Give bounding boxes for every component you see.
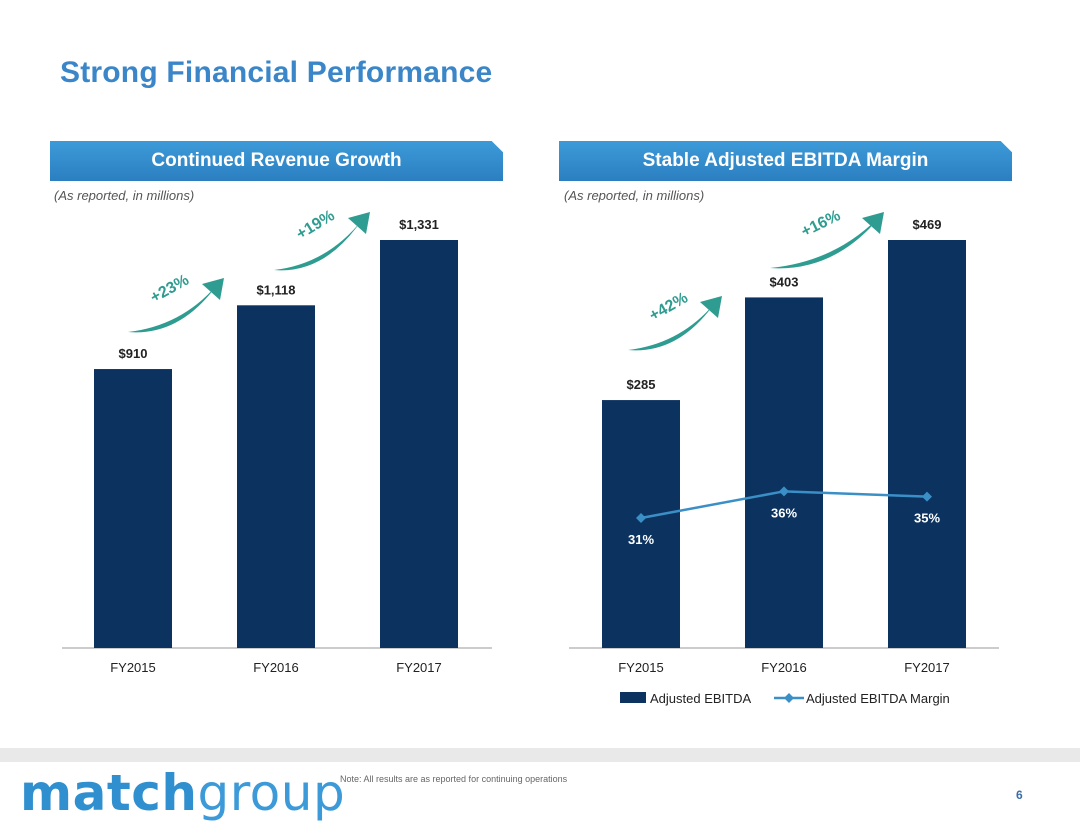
ebitda-growth-1-label: +42% <box>647 289 691 324</box>
revenue-growth-1-arrow <box>128 286 216 333</box>
margin-point <box>922 491 932 502</box>
revenue-growth-1-label: +23% <box>148 272 192 307</box>
margin-point <box>779 486 789 497</box>
revenue-bar-fy2016 <box>237 305 315 648</box>
footnote: Note: All results are as reported for co… <box>340 774 568 784</box>
matchgroup-logo: matchgroup <box>20 764 345 822</box>
page-title: Strong Financial Performance <box>60 56 493 89</box>
ebitda-growth-2-arrow <box>770 220 876 269</box>
page-number: 6 <box>1016 788 1023 802</box>
revenue-growth-2-arrow <box>274 220 362 271</box>
logo-group: group <box>197 764 346 822</box>
ebitda-growth-1-arrow <box>628 304 714 351</box>
margin-value-label: 31% <box>628 532 654 547</box>
revenue-x-tick: FY2017 <box>396 660 442 675</box>
ebitda-value-label: $403 <box>770 274 799 289</box>
ebitda-chart-subtitle: (As reported, in millions) <box>564 188 705 203</box>
revenue-x-tick: FY2016 <box>253 660 299 675</box>
revenue-x-tick: FY2015 <box>110 660 156 675</box>
ebitda-bar-fy2017 <box>888 240 966 648</box>
margin-value-label: 36% <box>771 505 797 520</box>
ebitda-bar-fy2015 <box>602 400 680 648</box>
revenue-chart-banner: Continued Revenue Growth <box>50 141 503 181</box>
logo-match: match <box>20 764 198 822</box>
ebitda-growth-1-arrowhead <box>700 296 722 318</box>
revenue-value-label: $1,331 <box>399 217 439 232</box>
legend-bar-swatch <box>620 692 646 703</box>
revenue-bar-fy2015 <box>94 369 172 648</box>
revenue-value-label: $1,118 <box>256 282 295 297</box>
ebitda-bar-fy2016 <box>745 297 823 648</box>
revenue-chart-subtitle: (As reported, in millions) <box>54 188 195 203</box>
ebitda-growth-2-label: +16% <box>799 207 844 241</box>
ebitda-growth-2-arrowhead <box>862 212 884 234</box>
ebitda-chart-title: Stable Adjusted EBITDA Margin <box>642 150 929 171</box>
legend-line-label: Adjusted EBITDA Margin <box>806 691 950 706</box>
revenue-value-label: $910 <box>119 346 148 361</box>
ebitda-x-tick: FY2016 <box>761 660 807 675</box>
ebitda-value-label: $285 <box>627 377 656 392</box>
margin-value-label: 35% <box>914 511 940 526</box>
legend-bar-label: Adjusted EBITDA <box>650 691 751 706</box>
revenue-chart-title: Continued Revenue Growth <box>151 150 402 171</box>
revenue-bar-fy2017 <box>380 240 458 648</box>
charts-canvas: $910 FY2015 $1,118 FY2016 $1,331 FY2017 +23% +1… <box>62 207 999 706</box>
revenue-growth-2-label: +19% <box>294 207 338 243</box>
margin-point <box>636 513 646 523</box>
legend-line-marker <box>784 693 794 703</box>
footer-band <box>0 748 1080 762</box>
ebitda-x-tick: FY2015 <box>618 660 664 675</box>
revenue-growth-1-arrowhead <box>202 278 224 300</box>
ebitda-value-label: $469 <box>913 217 942 232</box>
ebitda-x-tick: FY2017 <box>904 660 950 675</box>
ebitda-chart-banner: Stable Adjusted EBITDA Margin <box>559 141 1012 181</box>
revenue-growth-2-arrowhead <box>348 212 370 234</box>
